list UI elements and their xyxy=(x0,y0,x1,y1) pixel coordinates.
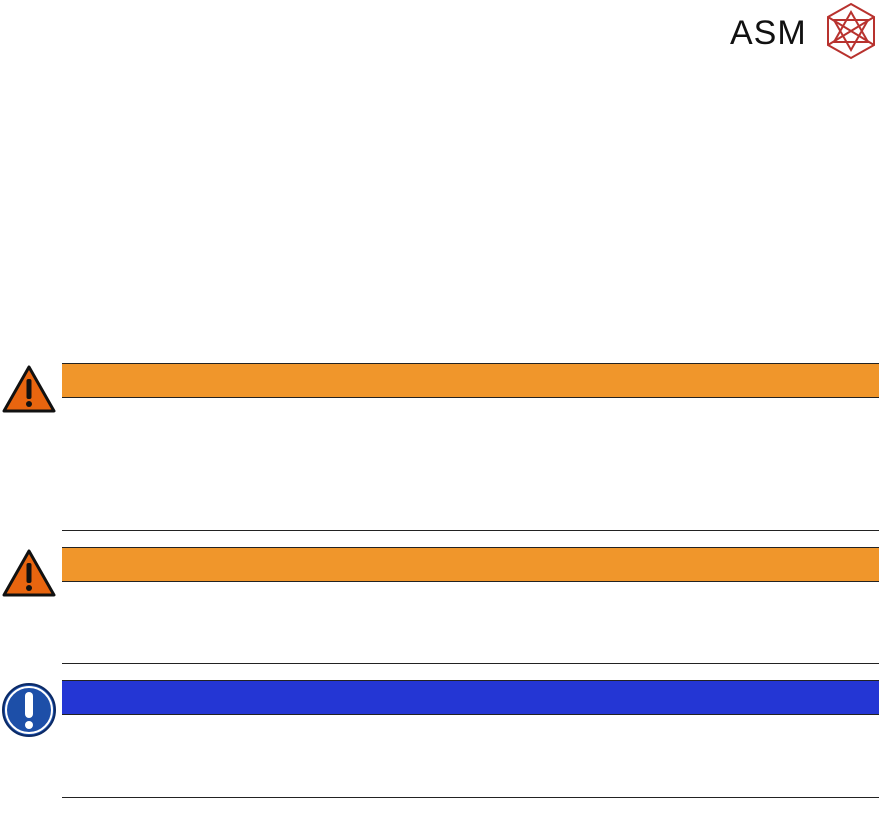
separator xyxy=(62,663,879,664)
warning-icon xyxy=(2,549,56,597)
warning-icon xyxy=(2,365,56,413)
warning-bar xyxy=(62,363,879,398)
separator xyxy=(62,797,879,798)
logo-text: ASM xyxy=(730,14,807,52)
separator xyxy=(62,530,879,531)
logo-icon xyxy=(827,2,875,60)
notice-bar xyxy=(62,680,879,715)
warning-bar xyxy=(62,547,879,582)
notice-icon xyxy=(2,683,56,737)
